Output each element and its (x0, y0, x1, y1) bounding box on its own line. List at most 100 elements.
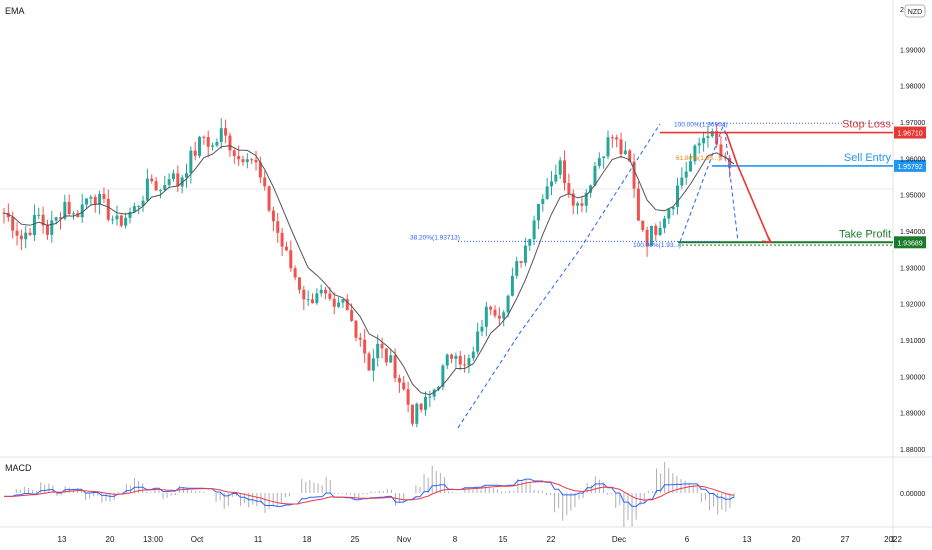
candle-body (563, 160, 567, 184)
candle-body (497, 315, 501, 319)
candle-body (536, 203, 540, 221)
candle-body (319, 289, 323, 294)
price-tick-label: 1.91000 (900, 338, 925, 345)
candle-body (645, 229, 649, 246)
candle-body (89, 196, 93, 199)
macd-tick-label: 0.00000 (900, 491, 925, 498)
candle-body (85, 198, 89, 205)
candles-layer (2, 118, 732, 428)
time-tick-label: 13 (58, 535, 67, 544)
candle-body (289, 250, 293, 269)
candle-body (145, 178, 149, 201)
candle-body (502, 312, 506, 319)
candle-body (267, 186, 271, 211)
candle-body (680, 177, 684, 186)
candle-body (380, 343, 384, 349)
price-tick-label: 1.93000 (900, 265, 925, 272)
time-tick-label: 1 (891, 535, 896, 544)
candle-body (684, 171, 688, 178)
candle-body (237, 156, 241, 160)
candle-body (72, 213, 76, 215)
candle-body (662, 218, 666, 228)
candle-body (276, 221, 280, 233)
level-badge-text: 1.96710 (897, 131, 922, 138)
candle-body (80, 204, 84, 218)
candle-body (154, 181, 158, 191)
candle-body (376, 343, 380, 359)
projection-arrow-head (761, 236, 773, 244)
indicator-label-macd[interactable]: MACD (5, 463, 32, 473)
level-badge-text: 1.95792 (897, 164, 922, 171)
candle-body (41, 214, 45, 226)
fib-label-top: 100.00%(1.96964) (674, 121, 728, 128)
candle-body (332, 298, 336, 307)
candle-body (241, 159, 245, 163)
candle-body (258, 162, 262, 178)
candle-body (489, 306, 493, 310)
level-name: Stop Loss (842, 119, 891, 131)
candle-body (410, 404, 414, 424)
candle-body (206, 137, 210, 147)
candle-body (493, 309, 497, 316)
currency-badge[interactable]: NZD (904, 4, 926, 18)
candle-body (654, 225, 658, 235)
candle-body (710, 131, 714, 137)
time-tick-label: 22 (547, 535, 556, 544)
candle-body (215, 141, 219, 146)
candle-body (171, 173, 175, 180)
candle-body (219, 128, 223, 142)
level-badge (894, 126, 926, 139)
candle-body (58, 217, 62, 219)
candle-body (384, 348, 388, 363)
candle-body (623, 150, 627, 155)
candle-body (532, 220, 536, 240)
ema-line (3, 145, 735, 396)
candle-body (315, 293, 319, 304)
fib-label-left: 38.20%(1.93713) (410, 234, 460, 241)
price-tick-label: 2. (900, 7, 906, 14)
candle-body (280, 232, 284, 247)
candle-body (158, 190, 162, 192)
candle-body (328, 293, 332, 299)
candle-body (406, 389, 410, 405)
candle-body (245, 159, 249, 163)
time-tick-label: 20 (106, 535, 115, 544)
indicator-label-ema[interactable]: EMA (5, 6, 25, 16)
candle-body (689, 161, 693, 172)
candle-body (263, 177, 267, 187)
candle-body (37, 214, 41, 216)
candle-body (124, 217, 128, 226)
currency-badge-text: NZD (908, 9, 922, 16)
candle-body (15, 230, 19, 236)
candle-body (271, 210, 275, 222)
time-tick-label: 27 (841, 535, 850, 544)
candle-body (615, 137, 619, 140)
candle-body (702, 137, 706, 144)
candle-body (432, 389, 436, 397)
candle-body (198, 136, 202, 156)
candle-body (419, 403, 423, 410)
candle-body (297, 277, 301, 290)
candle-body (337, 302, 341, 307)
candle-body (519, 261, 523, 263)
candle-body (306, 299, 310, 301)
candle-body (428, 396, 432, 398)
candle-body (484, 306, 488, 327)
time-tick-label: 13:00 (143, 535, 164, 544)
candle-body (211, 145, 215, 147)
candle-body (63, 201, 67, 219)
candle-body (597, 158, 601, 166)
candle-body (393, 355, 397, 379)
price-tick-label: 1.88000 (900, 447, 925, 454)
candle-body (293, 268, 297, 278)
candle-body (402, 382, 406, 390)
candle-body (463, 364, 467, 366)
candle-body (437, 386, 441, 390)
candle-body (19, 235, 23, 240)
fib-label-bottom: 100.00%(1.93...) (633, 242, 681, 249)
candle-body (671, 206, 675, 210)
candle-body (445, 354, 449, 366)
candle-body (550, 181, 553, 187)
price-tick-label: 1.94000 (900, 229, 925, 236)
